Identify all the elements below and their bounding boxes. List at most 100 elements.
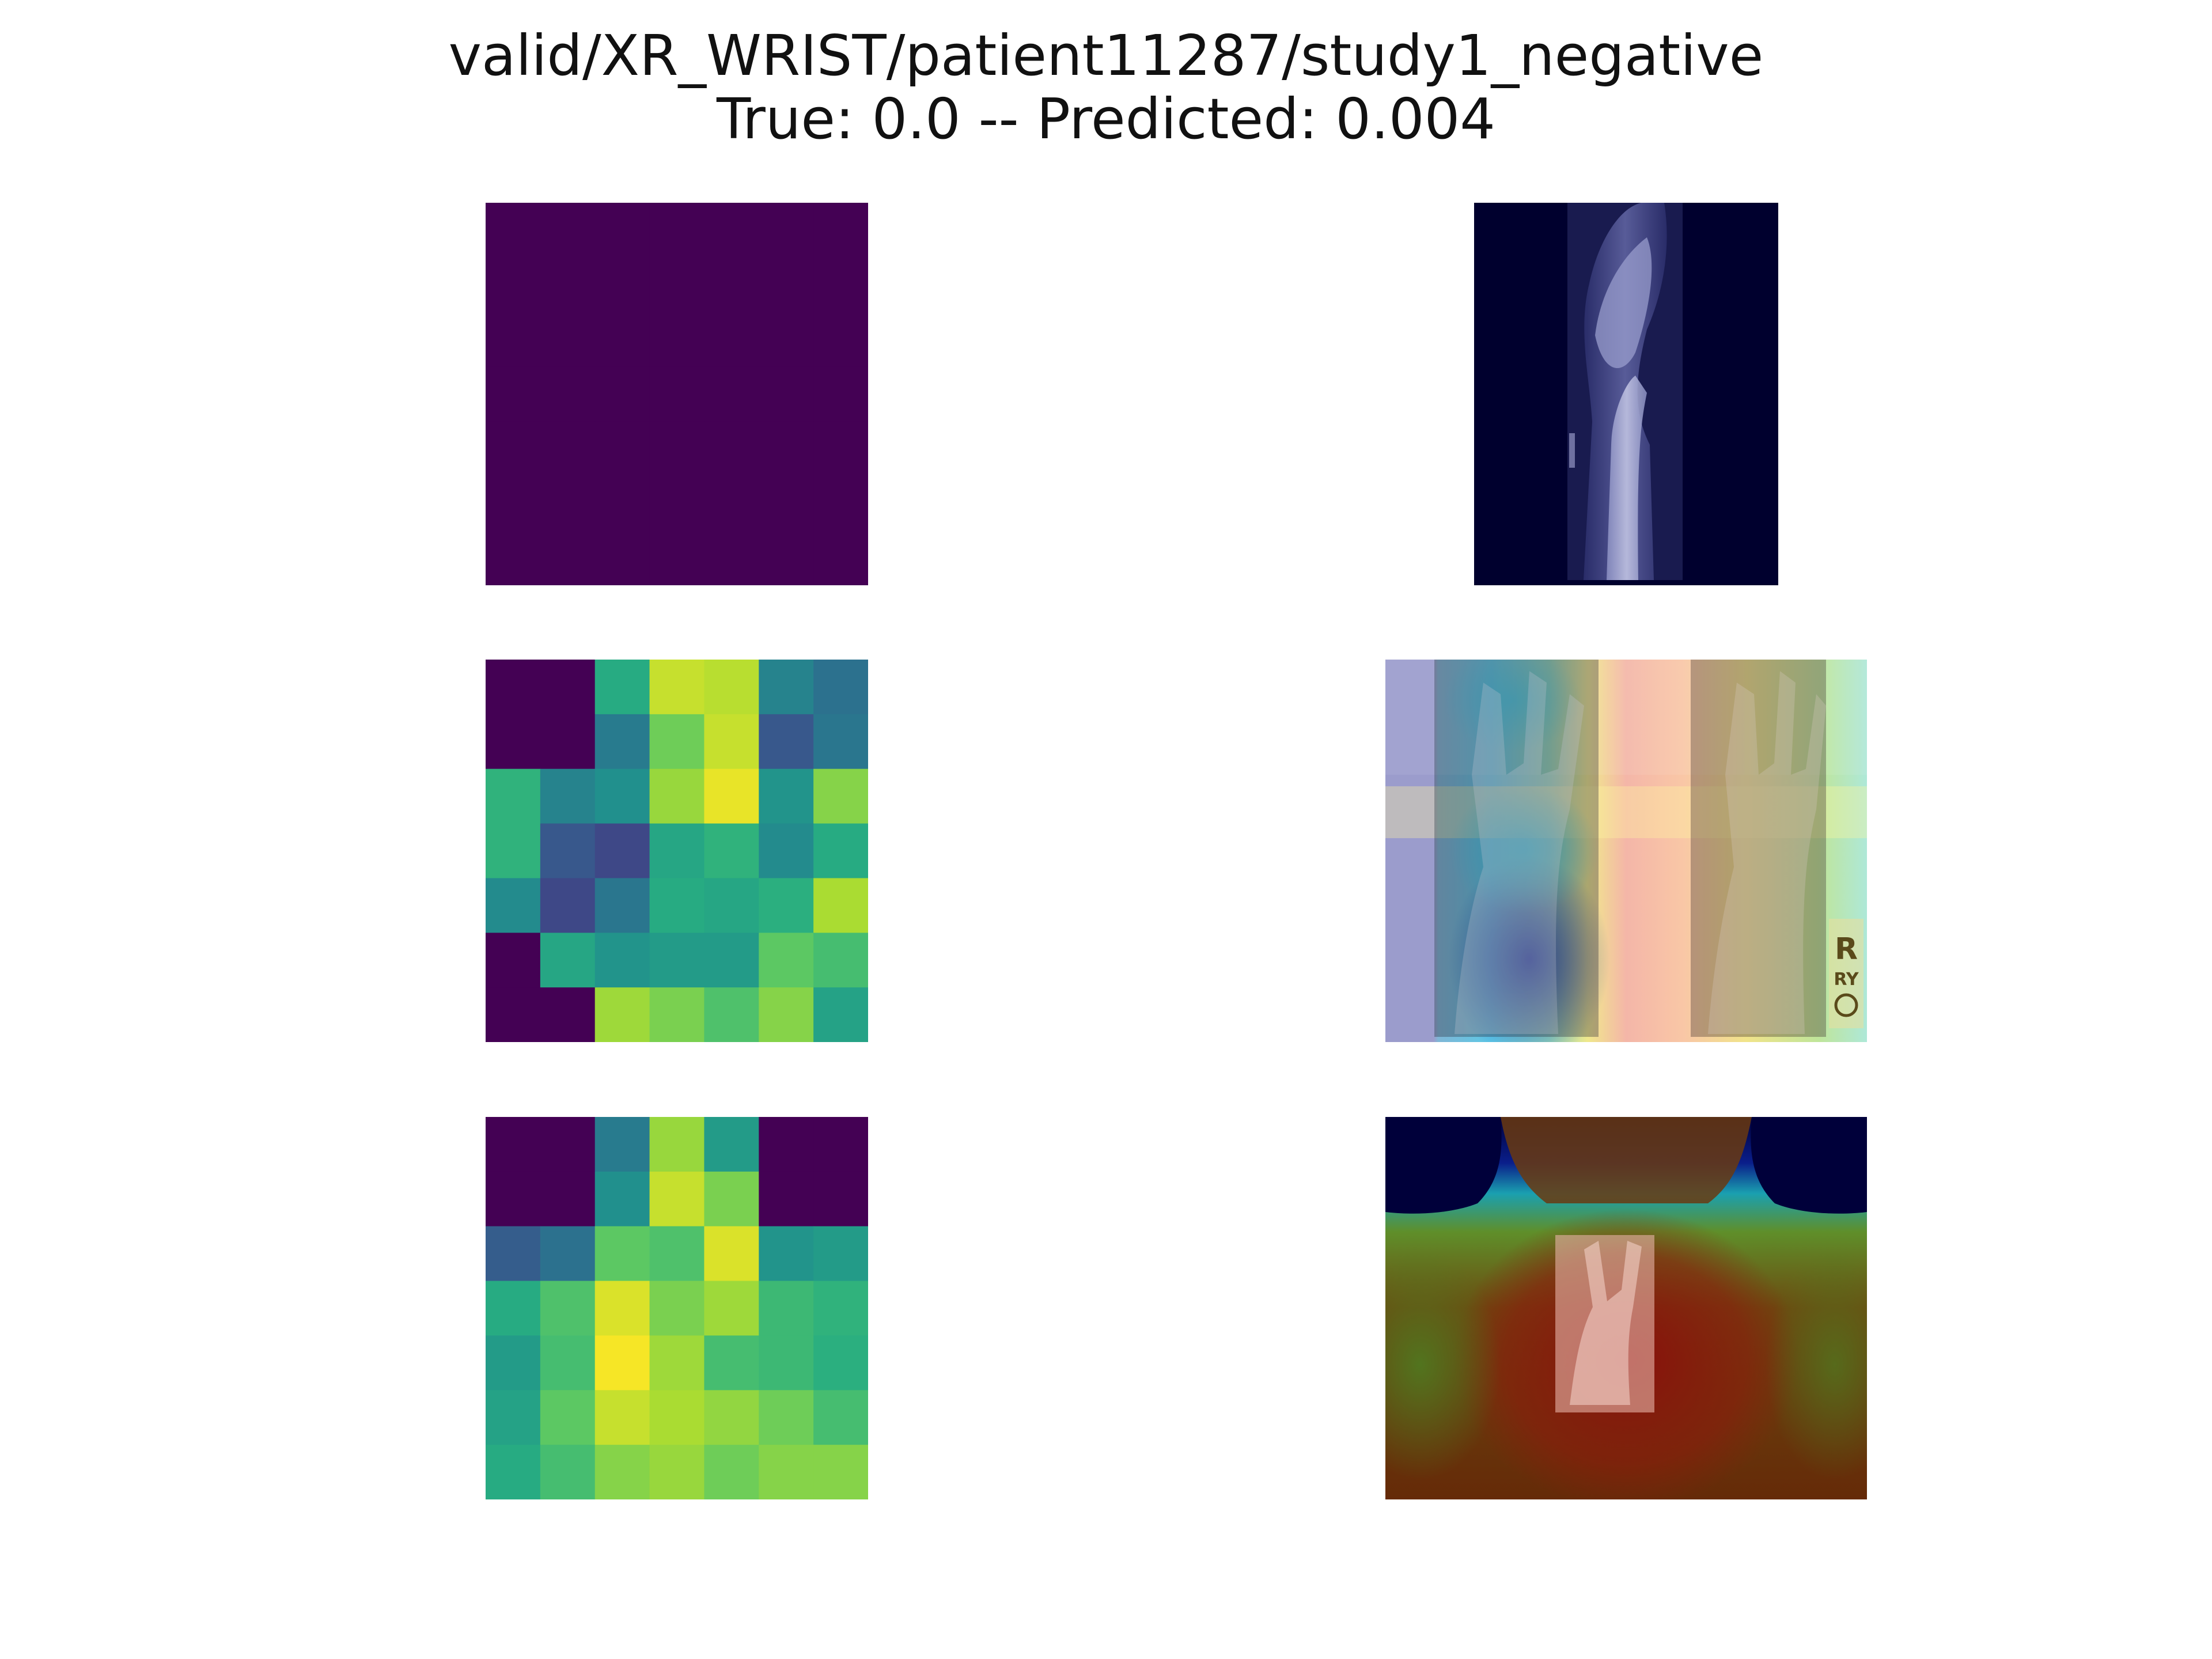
heatmap-3-cell-r0-c0	[486, 1117, 541, 1172]
heatmap-3-cell-r5-c4	[704, 1390, 759, 1445]
heatmap-3-cell-r0-c3	[649, 1117, 705, 1172]
heatmap-1-cell-r3-c0	[486, 366, 541, 422]
heatmap-1-cell-r6-c6	[813, 531, 868, 585]
overlay-2-cyan-top	[1443, 660, 1581, 752]
heatmap-panel-3	[486, 1117, 868, 1499]
overlay-3-top-center	[1501, 1117, 1752, 1203]
heatmap-1-cell-r5-c2	[594, 476, 650, 531]
heatmap-2-cell-r6-c5	[759, 987, 814, 1042]
heatmap-3-cell-r1-c5	[759, 1171, 814, 1227]
heatmap-2-cell-r2-c4	[704, 768, 759, 824]
heatmap-3-cell-r0-c1	[540, 1117, 596, 1172]
figure-title: valid/XR_WRIST/patient11287/study1_negat…	[0, 24, 2212, 151]
heatmap-1-cell-r1-c4	[704, 257, 759, 313]
heatmap-1-cell-r4-c6	[813, 421, 868, 476]
heatmap-2-cell-r1-c1	[540, 714, 596, 770]
heatmap-3-cell-r4-c4	[704, 1335, 759, 1391]
heatmap-2-cell-r0-c0	[486, 660, 541, 715]
heatmap-1-cell-r2-c5	[759, 312, 814, 368]
heatmap-1-cell-r2-c2	[594, 312, 650, 368]
heatmap-1-cell-r6-c2	[594, 531, 650, 585]
pa-wrist-xray-jet-overlay: R RY	[1385, 660, 1867, 1042]
heatmap-3-cell-r2-c3	[649, 1226, 705, 1282]
heatmap-2-cell-r4-c6	[813, 878, 868, 933]
xray-radius-bone	[1607, 376, 1647, 580]
heatmap-2-cell-r2-c2	[594, 768, 650, 824]
heatmap-3-cell-r5-c1	[540, 1390, 596, 1445]
heatmap-2-cell-r1-c5	[759, 714, 814, 770]
heatmap-1-cell-r0-c6	[813, 203, 868, 258]
heatmap-2-cell-r3-c2	[594, 823, 650, 879]
heatmap-2-cell-r0-c6	[813, 660, 868, 715]
heatmap-1-cell-r6-c0	[486, 531, 541, 585]
heatmap-2-cell-r0-c1	[540, 660, 596, 715]
overlay-2-hand-left	[1455, 671, 1584, 1034]
heatmap-1-cell-r5-c1	[540, 476, 596, 531]
heatmap-2-cell-r2-c0	[486, 768, 541, 824]
heatmap-1-cell-r2-c4	[704, 312, 759, 368]
heatmap-1-cell-r5-c0	[486, 476, 541, 531]
heatmap-2-cell-r5-c4	[704, 933, 759, 988]
heatmap-1-cell-r3-c2	[594, 366, 650, 422]
overlay-3-dark-corner-left	[1385, 1117, 1502, 1214]
heatmap-3-cell-r4-c6	[813, 1335, 868, 1391]
heatmap-2-cell-r3-c6	[813, 823, 868, 879]
heatmap-2-cell-r5-c5	[759, 933, 814, 988]
overlay-2-marker-circle	[1834, 993, 1858, 1017]
heatmap-3-cell-r6-c0	[486, 1445, 541, 1499]
heatmap-3-cell-r1-c4	[704, 1171, 759, 1227]
heatmap-3-cell-r6-c6	[813, 1445, 868, 1499]
heatmap-3-cell-r5-c5	[759, 1390, 814, 1445]
heatmap-3-cell-r2-c1	[540, 1226, 596, 1282]
heatmap-3-cell-r3-c4	[704, 1281, 759, 1336]
heatmap-3-cell-r0-c6	[813, 1117, 868, 1172]
heatmap-3-cell-r3-c1	[540, 1281, 596, 1336]
heatmap-1-cell-r5-c6	[813, 476, 868, 531]
heatmap-1-cell-r5-c4	[704, 476, 759, 531]
heatmap-2-cell-r4-c5	[759, 878, 814, 933]
overlay-2-marker-r: R	[1835, 932, 1858, 967]
heatmap-1-cell-r0-c4	[704, 203, 759, 258]
overlay-2-hand-right	[1708, 671, 1826, 1034]
overlay-3-green-left	[1385, 1249, 1501, 1480]
heatmap-3-cell-r1-c3	[649, 1171, 705, 1227]
xray-carpal-bones	[1595, 237, 1652, 369]
heatmap-1-cell-r5-c3	[649, 476, 705, 531]
heatmap-2-cell-r1-c2	[594, 714, 650, 770]
heatmap-2-cell-r1-c4	[704, 714, 759, 770]
heatmap-1-cell-r6-c5	[759, 531, 814, 585]
heatmap-2-cell-r6-c0	[486, 987, 541, 1042]
overlay-3-dark-corner-right	[1751, 1117, 1867, 1214]
heatmap-3-cell-r1-c6	[813, 1171, 868, 1227]
heatmap-3-cell-r1-c0	[486, 1171, 541, 1227]
heatmap-1-cell-r4-c3	[649, 421, 705, 476]
heatmap-svg-2	[486, 660, 868, 1042]
xray-image-panel-1	[1474, 203, 1778, 585]
heatmap-2-cell-r5-c3	[649, 933, 705, 988]
heatmap-1-cell-r2-c1	[540, 312, 596, 368]
wrist-xray-jet-overlay	[1385, 1117, 1867, 1499]
heatmap-2-cell-r2-c3	[649, 768, 705, 824]
heatmap-2-cell-r2-c6	[813, 768, 868, 824]
heatmap-2-cell-r0-c3	[649, 660, 705, 715]
heatmap-1-cell-r4-c0	[486, 421, 541, 476]
heatmap-2-cell-r0-c5	[759, 660, 814, 715]
heatmap-3-cell-r0-c2	[594, 1117, 650, 1172]
heatmap-1-cell-r4-c2	[594, 421, 650, 476]
heatmap-2-cell-r3-c0	[486, 823, 541, 879]
heatmap-1-cell-r3-c1	[540, 366, 596, 422]
heatmap-2-cell-r4-c3	[649, 878, 705, 933]
heatmap-1-cell-r0-c0	[486, 203, 541, 258]
heatmap-2-cell-r6-c2	[594, 987, 650, 1042]
heatmap-1-cell-r2-c3	[649, 312, 705, 368]
heatmap-2-cell-r0-c4	[704, 660, 759, 715]
heatmap-1-cell-r6-c4	[704, 531, 759, 585]
heatmap-2-cell-r5-c2	[594, 933, 650, 988]
heatmap-3-cell-r6-c4	[704, 1445, 759, 1499]
heatmap-2-cell-r6-c3	[649, 987, 705, 1042]
heatmap-2-cell-r1-c3	[649, 714, 705, 770]
heatmap-3-cell-r5-c6	[813, 1390, 868, 1445]
heatmap-1-cell-r3-c6	[813, 366, 868, 422]
heatmap-3-cell-r4-c0	[486, 1335, 541, 1391]
heatmap-2-cell-r4-c2	[594, 878, 650, 933]
